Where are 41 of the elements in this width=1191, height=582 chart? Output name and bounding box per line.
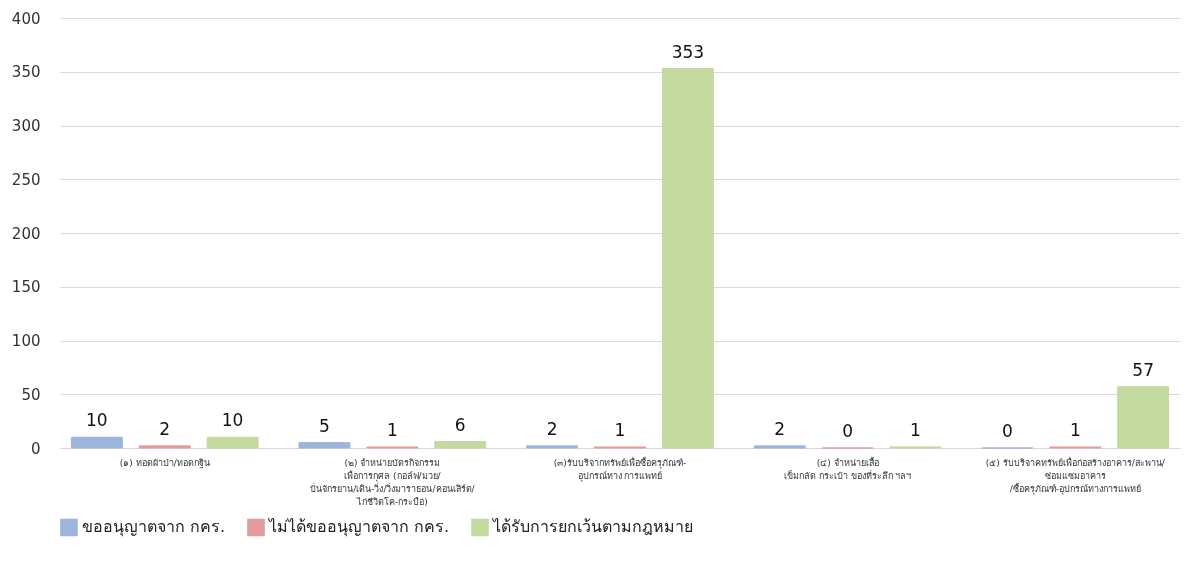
data-label: 1 (386, 419, 398, 440)
bar (434, 441, 487, 449)
legend-label: ไม่ได้ขออนุญาตจาก กคร. (267, 517, 450, 538)
data-label: 2 (774, 418, 786, 439)
bar (298, 442, 351, 449)
data-label: 6 (454, 414, 466, 435)
bar (526, 445, 579, 449)
data-label: 2 (546, 418, 558, 439)
y-tick-label: 100 (11, 332, 41, 350)
y-tick-label: 50 (21, 385, 41, 404)
data-label: 1 (1069, 419, 1081, 440)
y-tick-label: 300 (11, 117, 41, 135)
data-label: 0 (1001, 421, 1013, 441)
data-label: 1 (910, 419, 921, 440)
legend-label: ขออนุญาตจาก กคร. (82, 517, 226, 538)
x-tick-label: (๒) จำหน่ายบัตรกิจกรรม เพื่อการกุศล (กอล์ฟ/มวย/ ปั่นจักรยาน/เดิน-วิ่ง/วิ่งมาราธอน/คอนเสิร์ต/ ไก่ชีวิตโค-กระบือ) (310, 457, 476, 507)
data-label: 0 (842, 421, 854, 441)
data-label: 10 (86, 410, 108, 431)
data-label: 353 (671, 41, 705, 62)
bar (753, 445, 806, 449)
x-tick-label: (๑) ทอดผ้าป่า/ทอดกฐิน (119, 457, 210, 469)
x-tick-label: (๕) รับบริจาคทรัพย์เพื่อก่อสร้างอาคาร/สะพาน/ ซ่อมแซมอาคาร /ซื้อครุภัณฑ์-อุปกรณ์ทางการแพทย์ (985, 455, 1166, 495)
y-tick-label: 350 (11, 63, 41, 82)
legend-label: ได้รับการยกเว้นตามกฎหมาย (491, 517, 693, 537)
bar (661, 68, 714, 449)
data-label: 1 (614, 419, 626, 440)
y-tick-label: 250 (11, 170, 41, 189)
data-label: 57 (1132, 359, 1154, 380)
bar (1117, 386, 1170, 449)
y-tick-label: 0 (30, 439, 41, 458)
bar (206, 436, 259, 449)
data-label: 5 (319, 415, 330, 436)
y-tick-label: 150 (11, 278, 41, 297)
y-tick-label: 400 (11, 9, 41, 28)
y-tick-label: 200 (11, 224, 41, 243)
x-tick-label: (๓)รับบริจากทรัพย์เพื่อซื้อครุภัณฑ์- อุปกรณ์ทาง การแพทย์ (553, 455, 687, 482)
data-label: 10 (221, 410, 244, 431)
x-tick-label: (๔) จำหน่ายเสื้อ เข็มกลัด กระเป๋า ของที่ระลึก ฯลฯ (783, 455, 912, 481)
bar (70, 436, 123, 449)
data-label: 2 (159, 418, 171, 439)
bar (138, 445, 191, 449)
